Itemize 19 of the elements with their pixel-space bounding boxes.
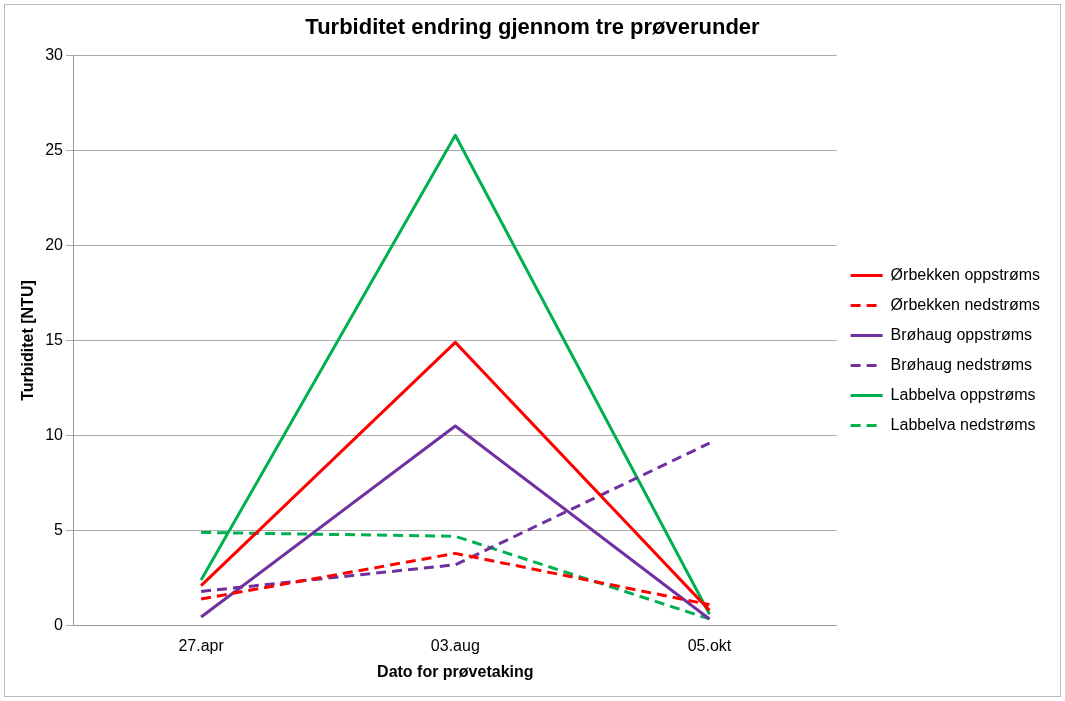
y-tick-label: 15 xyxy=(45,330,64,348)
y-tick-label: 10 xyxy=(45,425,64,443)
legend-label: Ørbekken nedstrøms xyxy=(890,295,1041,313)
y-axis-title: Turbiditet [NTU] xyxy=(19,280,37,401)
legend-label: Brøhaug nedstrøms xyxy=(890,355,1033,373)
y-tick-label: 20 xyxy=(45,235,64,253)
x-tick-label: 27.apr xyxy=(178,636,225,654)
x-tick-label: 03.aug xyxy=(430,636,480,654)
y-tick-label: 25 xyxy=(45,140,64,158)
chart-title: Turbiditet endring gjennom tre prøverunder xyxy=(305,14,761,40)
legend-label: Ørbekken oppstrøms xyxy=(890,265,1041,283)
legend-label: Brøhaug oppstrøms xyxy=(890,325,1033,343)
x-axis-title: Dato for prøvetaking xyxy=(377,662,534,680)
legend-label: Labbelva nedstrøms xyxy=(890,415,1036,433)
x-tick-label: 05.okt xyxy=(687,636,732,654)
y-tick-label: 30 xyxy=(45,45,64,63)
y-tick-label: 5 xyxy=(54,520,64,538)
y-tick-label: 0 xyxy=(54,616,64,634)
legend-label: Labbelva oppstrøms xyxy=(890,385,1036,403)
